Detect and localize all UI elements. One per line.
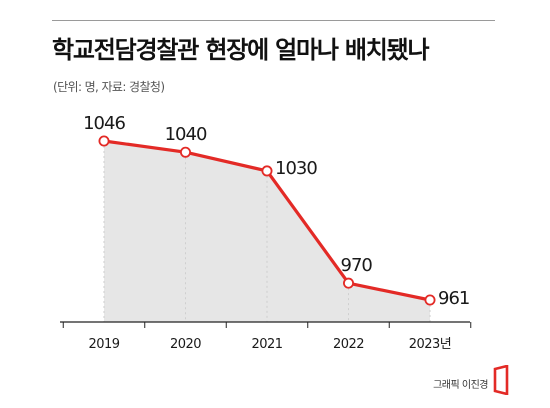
data-point xyxy=(342,277,354,289)
x-tick-label: 2023년 xyxy=(409,337,452,352)
data-point xyxy=(261,165,273,177)
x-tick-label: 2021 xyxy=(251,337,282,352)
x-tick-label: 2022 xyxy=(333,337,364,352)
data-label: 1040 xyxy=(165,124,207,145)
data-label: 1046 xyxy=(83,113,125,134)
x-tick-label: 2019 xyxy=(88,337,119,352)
graphic-credit: 그래픽 이진경 xyxy=(433,380,488,391)
publisher-logo-icon xyxy=(493,365,509,395)
chart-subtitle: (단위: 명, 자료: 경찰청) xyxy=(53,80,165,94)
data-label: 961 xyxy=(438,288,469,309)
data-point xyxy=(179,146,191,158)
data-point xyxy=(98,135,110,147)
x-tick-label: 2020 xyxy=(170,337,201,352)
data-label: 1030 xyxy=(275,158,317,179)
title-rule xyxy=(52,20,495,21)
data-label: 970 xyxy=(341,255,373,276)
data-point xyxy=(424,294,436,306)
chart-title: 학교전담경찰관 현장에 얼마나 배치됐나 xyxy=(52,36,430,64)
